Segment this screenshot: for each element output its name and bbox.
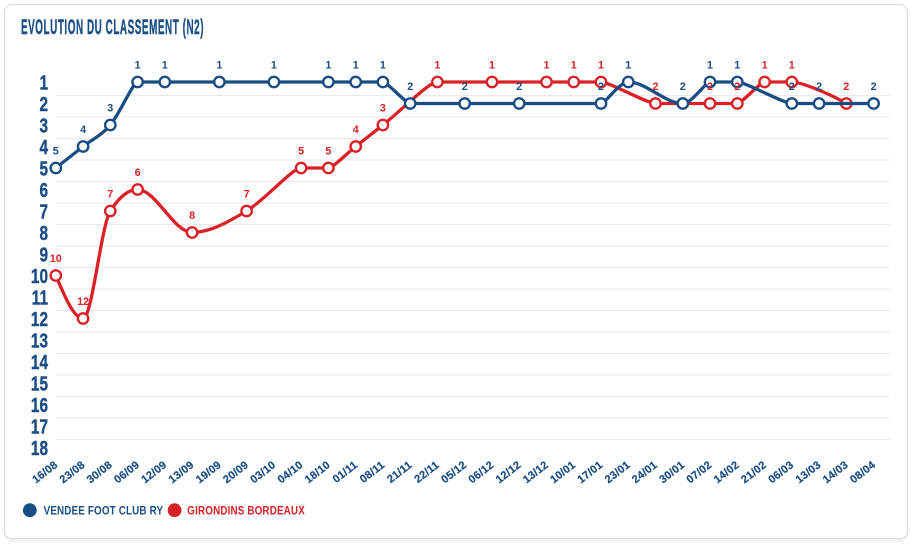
svg-text:14: 14: [31, 351, 48, 374]
svg-text:19/09: 19/09: [194, 459, 224, 486]
svg-text:2: 2: [707, 81, 713, 93]
svg-text:1: 1: [353, 60, 359, 72]
svg-text:11: 11: [32, 286, 48, 309]
svg-text:18: 18: [31, 437, 48, 460]
svg-text:6: 6: [39, 179, 48, 202]
svg-text:3: 3: [107, 103, 113, 115]
svg-text:6: 6: [135, 167, 141, 179]
svg-text:1: 1: [39, 71, 48, 94]
svg-text:4: 4: [353, 124, 359, 136]
svg-text:17/01: 17/01: [575, 459, 605, 486]
svg-text:1: 1: [598, 60, 604, 72]
svg-text:13/09: 13/09: [167, 459, 197, 486]
svg-text:23/08: 23/08: [58, 459, 88, 486]
svg-text:14/03: 14/03: [821, 459, 851, 486]
svg-text:23/01: 23/01: [603, 459, 633, 486]
svg-text:5: 5: [298, 146, 304, 158]
svg-text:08/04: 08/04: [848, 459, 878, 486]
svg-text:1: 1: [216, 60, 222, 72]
svg-text:13/12: 13/12: [521, 459, 551, 486]
svg-text:2: 2: [871, 81, 877, 93]
svg-text:2: 2: [843, 81, 849, 93]
svg-text:1: 1: [135, 60, 141, 72]
svg-text:2: 2: [652, 81, 658, 93]
svg-text:5: 5: [53, 146, 59, 158]
svg-text:2: 2: [734, 81, 740, 93]
svg-text:5: 5: [325, 146, 331, 158]
svg-text:13/03: 13/03: [794, 459, 824, 486]
svg-text:21/11: 21/11: [385, 459, 414, 486]
svg-text:03/10: 03/10: [248, 459, 278, 486]
svg-text:06/03: 06/03: [766, 459, 796, 486]
svg-text:18/10: 18/10: [303, 459, 333, 486]
svg-text:04/10: 04/10: [276, 459, 306, 486]
svg-text:12: 12: [31, 308, 48, 331]
svg-text:15: 15: [31, 372, 48, 395]
svg-text:2: 2: [598, 81, 604, 93]
svg-text:1: 1: [489, 60, 495, 72]
svg-text:12: 12: [77, 296, 89, 308]
svg-text:2: 2: [39, 93, 48, 116]
svg-text:12/09: 12/09: [139, 459, 169, 486]
svg-text:16: 16: [31, 394, 48, 417]
svg-text:1: 1: [625, 60, 631, 72]
svg-text:01/11: 01/11: [331, 459, 360, 486]
svg-text:07/02: 07/02: [684, 459, 714, 486]
svg-text:2: 2: [680, 81, 686, 93]
svg-text:30/01: 30/01: [657, 459, 687, 486]
svg-text:1: 1: [434, 60, 440, 72]
svg-text:10: 10: [31, 265, 48, 288]
svg-text:1: 1: [707, 60, 713, 72]
svg-text:7: 7: [107, 189, 113, 201]
svg-text:1: 1: [162, 60, 168, 72]
svg-text:12/12: 12/12: [494, 459, 524, 486]
svg-text:3: 3: [380, 103, 386, 115]
svg-text:1: 1: [543, 60, 549, 72]
svg-text:1: 1: [325, 60, 331, 72]
svg-text:2: 2: [816, 81, 822, 93]
svg-text:8: 8: [39, 222, 48, 245]
svg-text:9: 9: [39, 243, 48, 266]
svg-text:8: 8: [189, 210, 195, 222]
svg-text:1: 1: [734, 60, 740, 72]
svg-text:3: 3: [39, 114, 48, 137]
svg-text:VENDEE FOOT CLUB RY: VENDEE FOOT CLUB RY: [44, 505, 164, 518]
svg-text:30/08: 30/08: [85, 459, 115, 486]
svg-text:10/01: 10/01: [548, 459, 578, 486]
svg-text:2: 2: [516, 81, 522, 93]
svg-text:20/09: 20/09: [221, 459, 251, 486]
svg-text:4: 4: [39, 136, 48, 159]
svg-text:1: 1: [380, 60, 386, 72]
svg-text:5: 5: [39, 157, 48, 180]
svg-text:1: 1: [762, 60, 768, 72]
svg-text:2: 2: [407, 81, 413, 93]
svg-text:10: 10: [50, 253, 62, 265]
svg-text:7: 7: [244, 189, 250, 201]
svg-text:1: 1: [789, 60, 795, 72]
svg-text:16/08: 16/08: [30, 459, 60, 486]
svg-text:08/11: 08/11: [358, 459, 387, 486]
svg-text:2: 2: [789, 81, 795, 93]
svg-text:05/12: 05/12: [439, 459, 469, 486]
svg-text:22/11: 22/11: [412, 459, 441, 486]
svg-text:21/02: 21/02: [739, 459, 769, 486]
svg-text:7: 7: [39, 200, 48, 223]
svg-text:13: 13: [31, 329, 48, 352]
svg-text:24/01: 24/01: [630, 459, 660, 486]
svg-text:17: 17: [31, 415, 48, 438]
svg-text:06/09: 06/09: [112, 459, 142, 486]
svg-text:1: 1: [271, 60, 277, 72]
svg-text:2: 2: [462, 81, 468, 93]
svg-text:4: 4: [80, 124, 86, 136]
svg-text:06/12: 06/12: [466, 459, 496, 486]
svg-text:14/02: 14/02: [712, 459, 742, 486]
svg-text:1: 1: [571, 60, 577, 72]
svg-text:GIRONDINS BORDEAUX: GIRONDINS BORDEAUX: [187, 505, 305, 518]
